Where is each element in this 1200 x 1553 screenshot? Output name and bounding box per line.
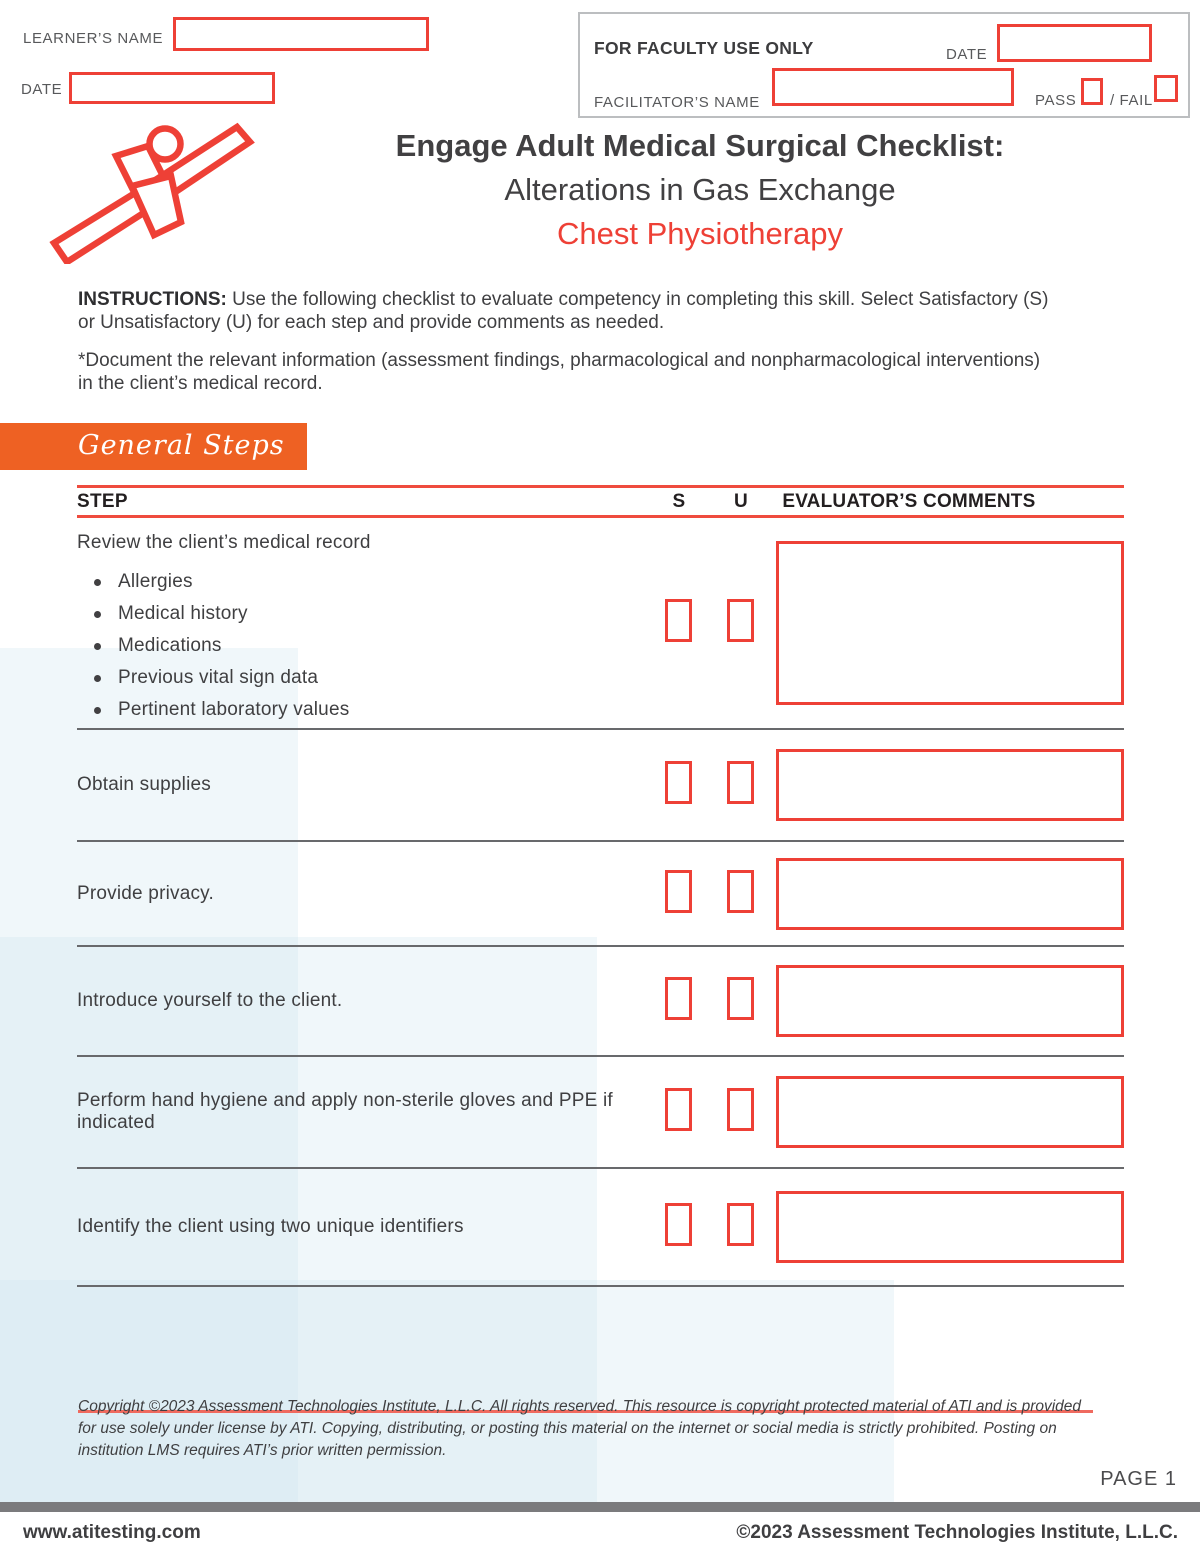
- ati-engage-logo-icon: [49, 122, 255, 264]
- step-title: Review the client’s medical record: [77, 532, 371, 553]
- section-title: General Steps: [78, 430, 285, 461]
- u-checkbox[interactable]: [727, 869, 754, 913]
- instructions-label: INSTRUCTIONS:: [78, 289, 227, 310]
- facilitator-name-input[interactable]: [772, 68, 1014, 106]
- facilitator-name-label: FACILITATOR’S NAME: [594, 94, 760, 111]
- instructions-paragraph: INSTRUCTIONS: Use the following checklis…: [78, 288, 1056, 334]
- learner-name-input[interactable]: [173, 17, 429, 51]
- step-bullet: Medications: [77, 630, 646, 662]
- date-label: DATE: [21, 81, 63, 98]
- s-checkbox[interactable]: [665, 599, 692, 642]
- table-header-row: STEP S U EVALUATOR’S COMMENTS: [77, 485, 1124, 518]
- s-checkbox[interactable]: [665, 1088, 692, 1131]
- date-input[interactable]: [69, 72, 275, 104]
- learner-name-label: LEARNER’S NAME: [23, 30, 164, 47]
- step-bullet: Medical history: [77, 598, 646, 630]
- table-row: Provide privacy.: [77, 842, 1124, 947]
- step-bullet: Previous vital sign data: [77, 662, 646, 694]
- footer-website: www.atitesting.com: [23, 1522, 201, 1543]
- step-text: Introduce yourself to the client.: [77, 990, 343, 1011]
- pass-checkbox[interactable]: [1081, 78, 1103, 105]
- faculty-use-box: FOR FACULTY USE ONLY DATE FACILITATOR’S …: [578, 12, 1190, 118]
- general-steps-banner: General Steps: [0, 423, 307, 470]
- unsatisfactory-column-header: U: [733, 490, 748, 512]
- comments-box[interactable]: [776, 541, 1124, 705]
- step-bullet: Pertinent laboratory values: [77, 694, 646, 726]
- checklist-table: STEP S U EVALUATOR’S COMMENTS Review the…: [77, 485, 1124, 1287]
- table-row: Review the client’s medical record Aller…: [77, 518, 1124, 730]
- comments-box[interactable]: [776, 965, 1124, 1037]
- comments-box[interactable]: [776, 749, 1124, 821]
- comments-column-header: EVALUATOR’S COMMENTS: [782, 490, 1036, 512]
- document-note: *Document the relevant information (asse…: [78, 350, 1041, 394]
- u-checkbox[interactable]: [727, 1088, 754, 1131]
- faculty-date-label: DATE: [946, 46, 988, 63]
- title-line-3: Chest Physiotherapy: [556, 216, 844, 251]
- step-column-header: STEP: [77, 490, 128, 512]
- comments-box[interactable]: [776, 1191, 1124, 1263]
- instructions-text: Use the following checklist to evaluate …: [78, 289, 1049, 333]
- step-text: Perform hand hygiene and apply non-steri…: [77, 1090, 613, 1133]
- faculty-box-title: FOR FACULTY USE ONLY: [594, 38, 814, 58]
- comments-box[interactable]: [776, 857, 1124, 930]
- copyright-text: Copyright ©2023 Assessment Technologies …: [78, 1398, 1082, 1459]
- pass-label: PASS: [1035, 92, 1077, 109]
- faculty-date-input[interactable]: [997, 24, 1152, 62]
- u-checkbox[interactable]: [727, 977, 754, 1020]
- comments-box[interactable]: [776, 1076, 1124, 1148]
- title-line-2: Alterations in Gas Exchange: [504, 172, 896, 207]
- background-step-1: [0, 648, 298, 1505]
- table-row: Obtain supplies: [77, 730, 1124, 842]
- s-checkbox[interactable]: [665, 977, 692, 1020]
- satisfactory-column-header: S: [672, 490, 686, 512]
- u-checkbox[interactable]: [727, 599, 754, 642]
- footer-bar: [0, 1502, 1200, 1512]
- fail-label: / FAIL: [1110, 92, 1153, 109]
- instructions-block: INSTRUCTIONS: Use the following checklis…: [78, 288, 1056, 395]
- copyright-divider: [78, 1410, 1093, 1413]
- page-number: PAGE 1: [1100, 1468, 1177, 1490]
- step-bullet-list: Allergies Medical history Medications Pr…: [77, 566, 646, 726]
- table-row: Identify the client using two unique ide…: [77, 1169, 1124, 1287]
- background-step-3: [0, 1280, 894, 1505]
- fail-checkbox[interactable]: [1154, 75, 1178, 102]
- step-text: Identify the client using two unique ide…: [77, 1216, 464, 1237]
- table-row: Perform hand hygiene and apply non-steri…: [77, 1057, 1124, 1169]
- step-text: Provide privacy.: [77, 882, 214, 904]
- step-bullet: Allergies: [77, 566, 646, 598]
- title-line-1: Engage Adult Medical Surgical Checklist:: [395, 128, 1005, 163]
- page-title: Engage Adult Medical Surgical Checklist:…: [280, 127, 1120, 252]
- table-row: Introduce yourself to the client.: [77, 947, 1124, 1057]
- s-checkbox[interactable]: [665, 1203, 692, 1246]
- step-text: Review the client’s medical record Aller…: [77, 518, 646, 728]
- footer-company: ©2023 Assessment Technologies Institute,…: [736, 1522, 1178, 1543]
- step-text: Obtain supplies: [77, 774, 211, 795]
- s-checkbox[interactable]: [665, 761, 692, 804]
- u-checkbox[interactable]: [727, 1203, 754, 1246]
- s-checkbox[interactable]: [665, 869, 692, 913]
- u-checkbox[interactable]: [727, 761, 754, 804]
